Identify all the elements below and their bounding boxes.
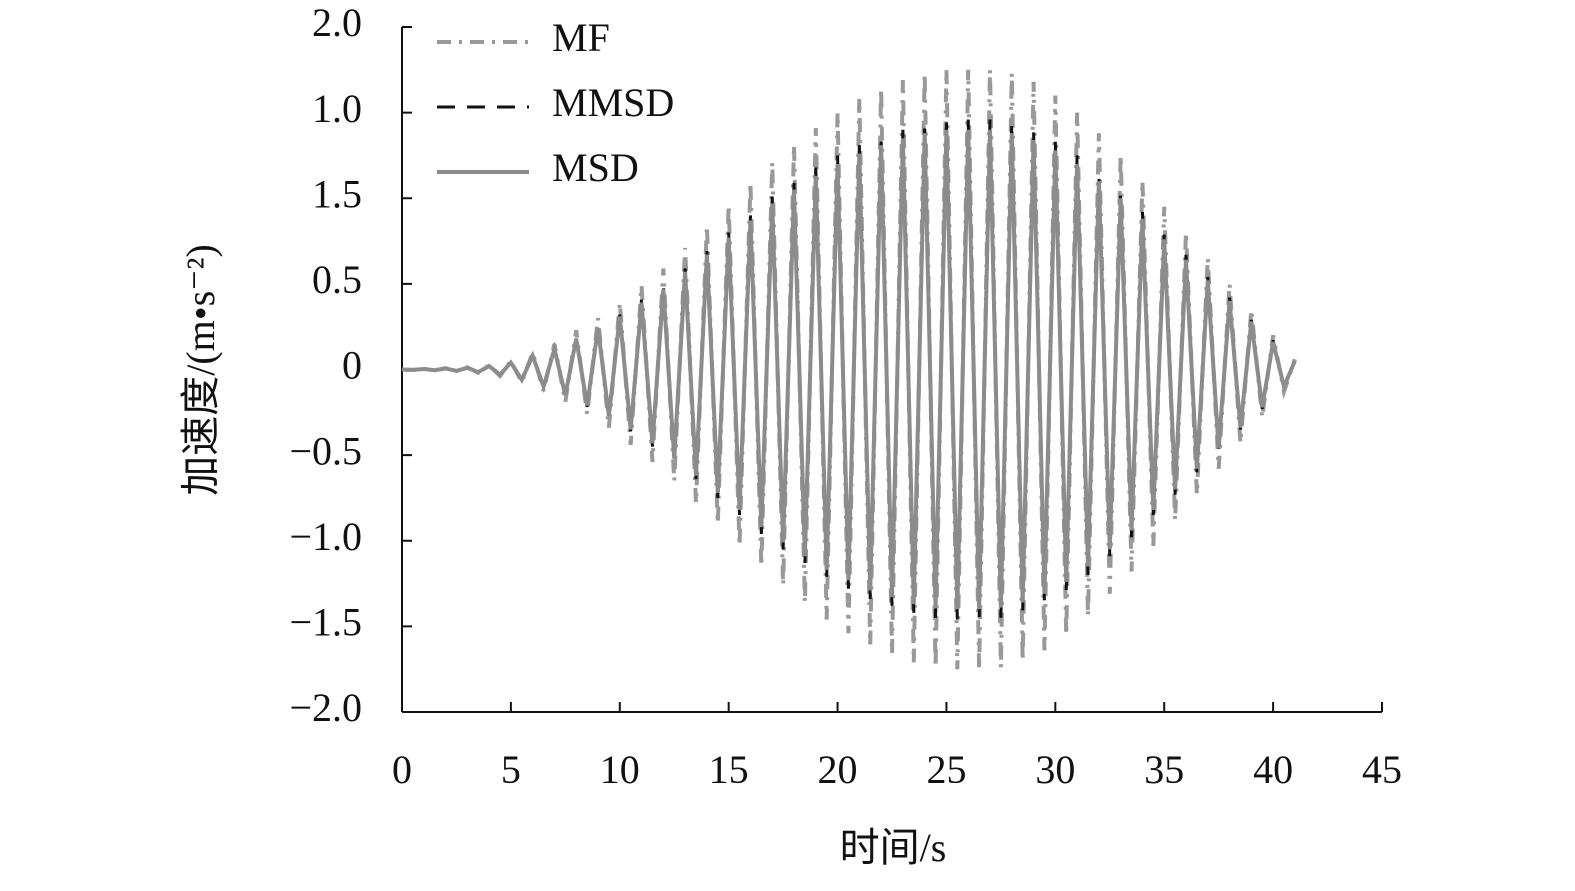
legend-label: MF — [552, 15, 610, 60]
y-tick-label: 1.5 — [312, 171, 362, 216]
y-tick-label: 2.0 — [312, 0, 362, 45]
x-tick-label: 10 — [600, 747, 640, 792]
x-tick-label: 25 — [926, 747, 966, 792]
x-tick-label: 35 — [1144, 747, 1184, 792]
x-tick-label: 40 — [1253, 747, 1293, 792]
y-tick-label: −1.5 — [289, 600, 362, 645]
x-tick-label: 15 — [709, 747, 749, 792]
legend-label: MMSD — [552, 80, 674, 125]
x-tick-label: 0 — [392, 747, 412, 792]
y-axis-label: 加速度/(m•s⁻²) — [178, 244, 223, 496]
x-tick-label: 45 — [1362, 747, 1402, 792]
x-tick-label: 5 — [501, 747, 521, 792]
series-line — [401, 129, 1297, 610]
legend-label: MSD — [552, 145, 639, 190]
y-tick-label: −0.5 — [289, 428, 362, 473]
y-tick-label: 0.5 — [312, 257, 362, 302]
y-tick-label: −1.0 — [289, 514, 362, 559]
x-axis-label: 时间/s — [840, 825, 947, 870]
y-tick-label: −2.0 — [289, 685, 362, 730]
y-tick-label: 1.0 — [312, 86, 362, 131]
y-tick-label: 0 — [342, 343, 362, 388]
x-tick-label: 20 — [818, 747, 858, 792]
x-tick-label: 30 — [1035, 747, 1075, 792]
